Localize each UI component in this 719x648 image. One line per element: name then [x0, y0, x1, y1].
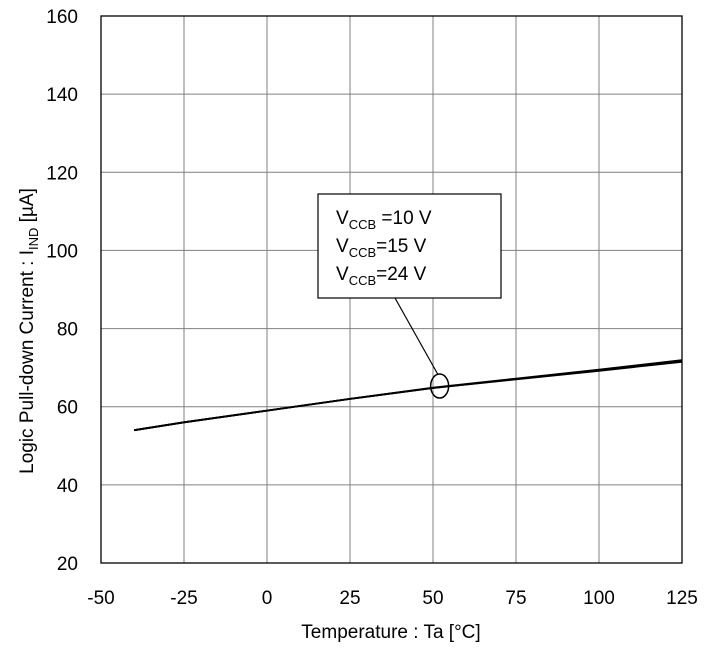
plot-frame [100, 15, 683, 564]
annotation-text: VCCB =10 V VCCB=15 V VCCB=24 V [336, 208, 432, 288]
y-tick-label: 140 [46, 85, 78, 106]
x-tick-label: 0 [262, 588, 273, 609]
y-tick-label: 100 [46, 241, 78, 262]
y-tick-label: 120 [46, 163, 78, 184]
annotation-line: VCCB =10 V [336, 208, 432, 232]
y-tick-label: 60 [57, 398, 78, 419]
x-axis-label: Temperature : Ta [°C] [301, 622, 480, 643]
series-group [134, 359, 683, 432]
x-tick-labels: -50 -25 0 25 50 75 100 125 [87, 588, 698, 609]
series-line-1 [134, 360, 683, 432]
annotation: VCCB =10 V VCCB=15 V VCCB=24 V [317, 193, 502, 399]
x-tick-label: 75 [505, 588, 526, 609]
y-axis-label-sub: IND [26, 228, 41, 250]
annotation-ellipse [429, 373, 450, 399]
x-tick-label: -25 [170, 588, 197, 609]
y-tick-label: 80 [57, 320, 78, 341]
x-tick-label: 50 [422, 588, 443, 609]
x-tick-label: 125 [666, 588, 698, 609]
x-tick-label: 25 [339, 588, 360, 609]
x-tick-label: -50 [87, 588, 114, 609]
y-axis-label-unit: [µA] [17, 188, 38, 227]
y-tick-labels: 20 40 60 80 100 120 140 160 [46, 7, 78, 575]
series-line-3 [134, 359, 683, 432]
annotation-box [317, 193, 502, 299]
annotation-line: VCCB=24 V [336, 264, 427, 288]
x-tick-label: 100 [583, 588, 615, 609]
y-axis-label-main: Logic Pull-down Current : I [17, 250, 38, 474]
y-tick-label: 160 [46, 7, 78, 28]
annotation-line: VCCB=15 V [336, 236, 427, 260]
y-tick-label: 20 [57, 554, 78, 575]
annotation-leader-line [394, 297, 439, 375]
y-tick-label: 40 [57, 476, 78, 497]
y-axis-label: Logic Pull-down Current : IIND [µA] [17, 188, 41, 474]
